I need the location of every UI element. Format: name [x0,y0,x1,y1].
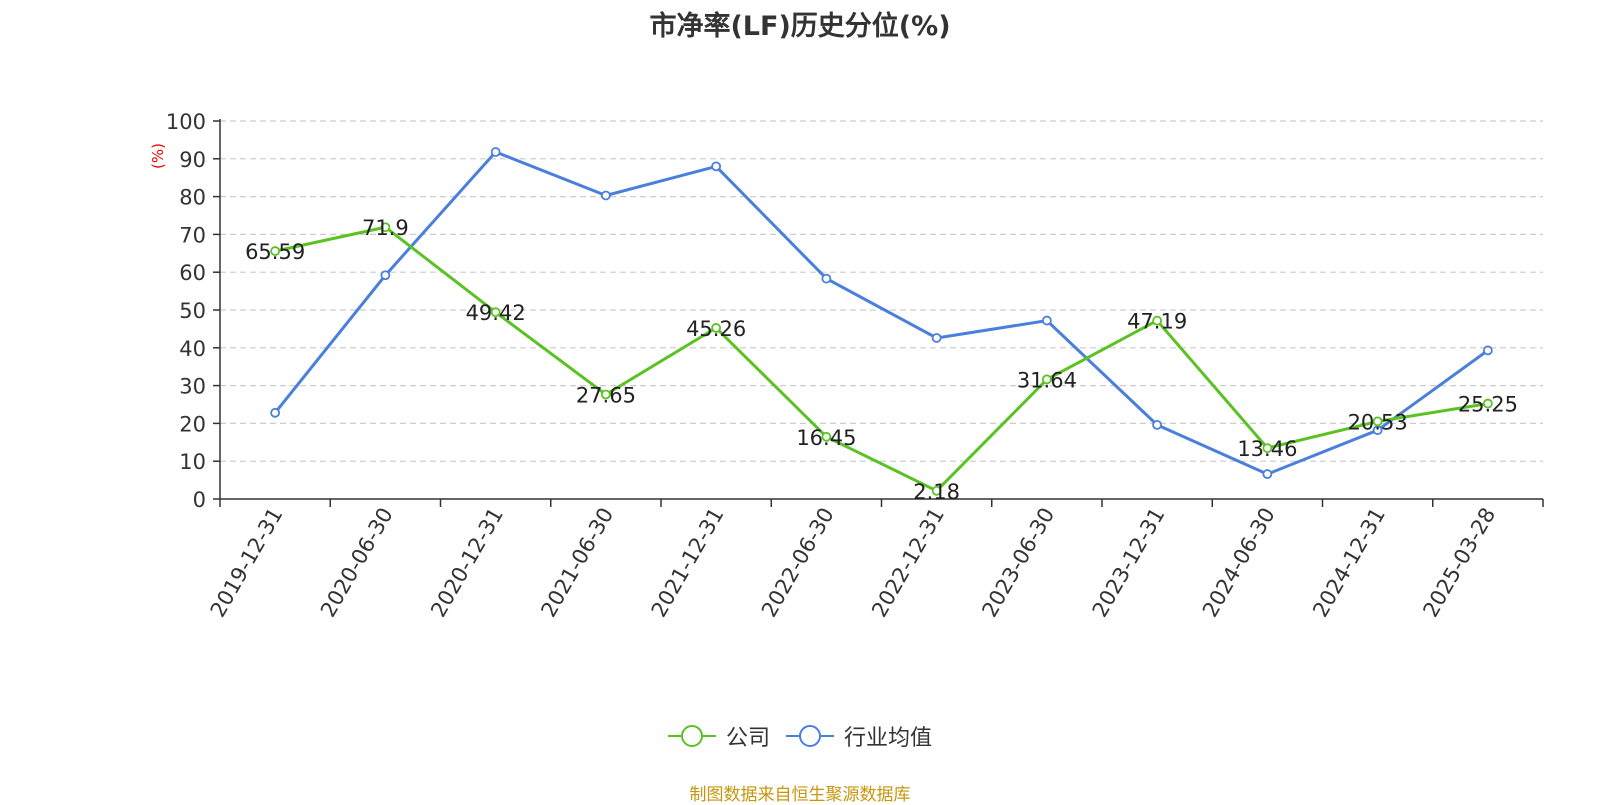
data-point[interactable] [1482,398,1493,409]
data-label: 27.65 [576,383,636,407]
data-point[interactable] [270,246,281,256]
legend-label: 行业均值 [844,726,933,751]
data-point[interactable] [1041,315,1052,326]
data-point[interactable] [1262,469,1273,479]
x-tick-label: 2021-12-31 [647,504,729,622]
source-note: 制图数据来自恒生聚源数据库 [689,785,911,805]
data-label: 20.53 [1348,410,1408,434]
data-point[interactable] [821,431,832,442]
data-label: 25.25 [1458,393,1518,417]
data-point[interactable] [931,485,942,496]
axes: 0 10 20 30 40 50 60 70 80 90 100 (%) 2019-12-31 2020-… [149,110,1544,622]
y-tick-label: 30 [179,375,206,399]
x-tick-label: 2023-12-31 [1088,504,1170,622]
x-tick-label: 2023-06-30 [977,504,1059,622]
y-tick-label: 40 [179,337,206,361]
data-point[interactable] [931,333,942,343]
x-tick-label: 2020-12-31 [426,504,508,622]
series-line [273,150,1489,476]
x-tick-label: 2025-03-28 [1418,504,1500,622]
x-tick-label: 2019-12-31 [206,504,288,622]
x-tick-label: 2024-12-31 [1308,504,1390,622]
y-tick-label: 80 [179,186,206,210]
y-tick-label: 70 [179,223,206,247]
data-point[interactable] [1482,345,1493,356]
data-point[interactable] [1262,443,1273,454]
y-tick-label: 90 [179,148,206,172]
legend-circle [799,725,821,747]
data-label: 31.64 [1017,368,1077,392]
legend-line-marker-icon [786,725,834,747]
legend: 公司 行业均值 [0,720,1600,752]
legend-label: 公司 [725,726,770,751]
data-point[interactable] [711,323,722,333]
y-axis-label: (%) [149,143,167,169]
data-point[interactable] [600,389,611,400]
data-point[interactable] [600,190,611,201]
data-point[interactable] [821,273,832,284]
data-point[interactable] [1152,315,1163,326]
data-label: 45.26 [686,317,746,341]
x-tick-label: 2022-06-30 [757,504,839,622]
data-label: 47.19 [1127,310,1187,334]
data-point[interactable] [1152,420,1163,430]
series-lines [270,147,1493,496]
data-label: 65.59 [245,240,305,264]
series-line [274,225,1489,493]
data-point[interactable] [490,147,501,157]
data-point[interactable] [1041,374,1052,385]
y-tick-label: 60 [179,261,206,285]
data-point[interactable] [490,307,501,318]
y-tick-label: 50 [179,299,206,323]
data-point[interactable] [270,407,281,418]
y-tick-label: 10 [179,450,206,474]
legend-item-company[interactable]: 公司 [667,720,770,752]
gridlines [220,120,1543,462]
x-tick-label: 2024-06-30 [1198,504,1280,622]
data-label: 49.42 [466,301,526,325]
chart-title: 市净率(LF)历史分位(%) [649,11,951,42]
x-tick-label: 2022-12-31 [867,504,949,622]
data-label: 16.45 [796,426,856,450]
y-tick-label: 100 [166,110,206,134]
y-tick-label: 0 [193,488,206,512]
legend-line-marker-icon [667,725,716,747]
legend-circle [680,725,703,747]
data-point[interactable] [711,161,722,172]
legend-item-industry-average[interactable]: 行业均值 [786,720,932,752]
y-tick-label: 20 [179,412,206,436]
data-point[interactable] [380,222,391,233]
data-label: 71.9 [362,216,409,240]
x-tick-label: 2020-06-30 [316,504,398,622]
data-point[interactable] [380,270,391,281]
data-label: 2.18 [913,480,960,504]
x-tick-label: 2021-06-30 [536,504,618,622]
data-label: 13.46 [1237,437,1297,461]
data-point[interactable] [1372,416,1383,427]
data-labels: 65.59 71.9 49.42 27.65 45.26 16.45 2.18 31.64 47… [245,216,1518,504]
